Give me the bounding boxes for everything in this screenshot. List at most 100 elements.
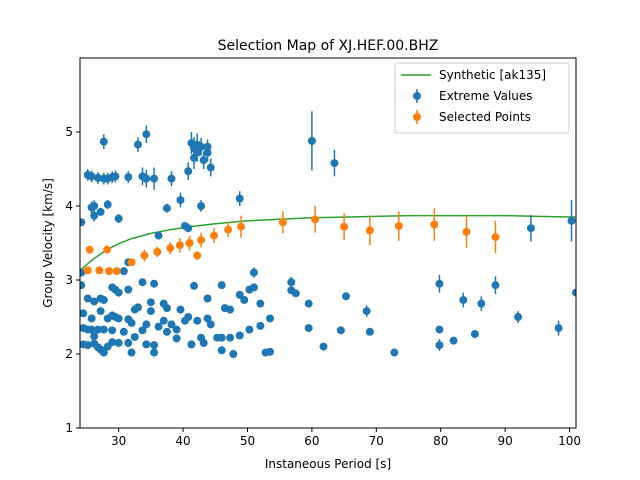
extreme-values-point	[229, 350, 237, 358]
extreme-values-point	[308, 137, 316, 145]
selected-points-point	[153, 248, 161, 256]
selected-points-point	[193, 252, 201, 260]
legend-label: Synthetic [ak135]	[439, 68, 546, 82]
extreme-values-point	[266, 314, 274, 322]
extreme-values-point	[128, 349, 136, 357]
x-axis-label: Instaneous Period [s]	[265, 457, 391, 471]
selected-points-point	[462, 228, 470, 236]
extreme-values-point	[167, 175, 175, 183]
extreme-values-point	[342, 292, 350, 300]
x-tick-label: 80	[433, 434, 448, 448]
extreme-values-point	[163, 304, 171, 312]
extreme-values-point	[193, 317, 201, 325]
extreme-values-point	[131, 333, 139, 341]
extreme-values-point	[256, 322, 264, 330]
extreme-values-point	[250, 269, 258, 277]
y-tick-label: 3	[65, 273, 73, 287]
extreme-values-point	[120, 328, 128, 336]
extreme-values-point	[77, 218, 85, 226]
selected-points-point	[197, 236, 205, 244]
x-axis: 30 40 50 60 70 80 90 100	[111, 428, 581, 448]
extreme-values-point	[104, 201, 112, 209]
extreme-values-point	[150, 341, 158, 349]
extreme-values-point	[134, 141, 142, 149]
extreme-values-point	[124, 286, 132, 294]
plot-area	[77, 111, 580, 358]
extreme-values-point	[256, 300, 264, 308]
x-tick-label: 90	[498, 434, 513, 448]
extreme-values-point	[163, 204, 171, 212]
extreme-values-point	[435, 326, 443, 334]
extreme-values-point	[218, 346, 226, 354]
selected-points-point	[113, 267, 121, 275]
extreme-values-point	[292, 289, 300, 297]
selected-points-point	[430, 221, 438, 229]
selected-points-point	[237, 223, 245, 231]
extreme-values-point	[163, 328, 171, 336]
extreme-values-point	[319, 343, 327, 351]
extreme-values-point	[138, 278, 146, 286]
extreme-values-point	[100, 138, 108, 146]
legend-label: Selected Points	[439, 110, 531, 124]
extreme-values-point	[150, 280, 158, 288]
selected-points-point	[366, 226, 374, 234]
selected-points-point	[395, 222, 403, 230]
x-tick-label: 40	[175, 434, 190, 448]
x-tick-label: 70	[369, 434, 384, 448]
extreme-values-point	[134, 303, 142, 311]
extreme-values-point	[245, 326, 253, 334]
extreme-values-point	[147, 307, 155, 315]
extreme-values-point	[97, 307, 105, 315]
extreme-values-point	[155, 232, 163, 240]
extreme-values-point	[100, 326, 108, 334]
extreme-values-point	[184, 167, 192, 175]
extreme-values-point	[184, 313, 192, 321]
selected-points-point	[166, 244, 174, 252]
extreme-values-point	[266, 348, 274, 356]
x-tick-label: 100	[558, 434, 581, 448]
extreme-values-point	[173, 326, 181, 334]
extreme-values-point	[184, 224, 192, 232]
extreme-values-point	[142, 130, 150, 138]
extreme-values-point	[337, 326, 345, 334]
selected-points-point	[279, 218, 287, 226]
extreme-values-point	[305, 300, 313, 308]
extreme-values-point	[100, 296, 108, 304]
extreme-values-point	[147, 298, 155, 306]
legend-marker-swatch	[413, 92, 421, 100]
extreme-values-point	[173, 334, 181, 342]
y-axis-label: Group Velocity [km/s]	[41, 178, 55, 308]
x-tick-label: 30	[111, 434, 126, 448]
extreme-values-point	[218, 334, 226, 342]
extreme-values-point	[218, 281, 226, 289]
extreme-values-point	[236, 332, 244, 340]
extreme-values-point	[236, 195, 244, 203]
extreme-values-point	[555, 324, 563, 332]
extreme-values-point	[514, 313, 522, 321]
extreme-values-point	[435, 280, 443, 288]
selected-points-point	[95, 266, 103, 274]
extreme-values-point	[226, 306, 234, 314]
extreme-values-point	[390, 349, 398, 357]
chart-title: Selection Map of XJ.HEF.00.BHZ	[218, 38, 439, 54]
extreme-values-point	[88, 314, 96, 322]
extreme-values-point	[491, 281, 499, 289]
extreme-values-point	[115, 339, 123, 347]
extreme-values-point	[567, 217, 575, 225]
extreme-values-point	[187, 340, 195, 348]
selected-points-point	[140, 252, 148, 260]
extreme-values-point	[527, 224, 535, 232]
extreme-values-point	[190, 282, 198, 290]
extreme-values-point	[200, 156, 208, 164]
extreme-values-point	[124, 173, 132, 181]
selected-points-point	[491, 233, 499, 241]
extreme-values-point	[142, 340, 150, 348]
extreme-values-point	[287, 278, 295, 286]
legend-marker-swatch	[413, 113, 421, 121]
extreme-values-point	[90, 202, 98, 210]
extreme-values-point	[363, 307, 371, 315]
extreme-values-point	[77, 281, 85, 289]
extreme-values-point	[366, 328, 374, 336]
extreme-values-point	[108, 326, 116, 334]
extreme-values-point	[97, 208, 105, 216]
